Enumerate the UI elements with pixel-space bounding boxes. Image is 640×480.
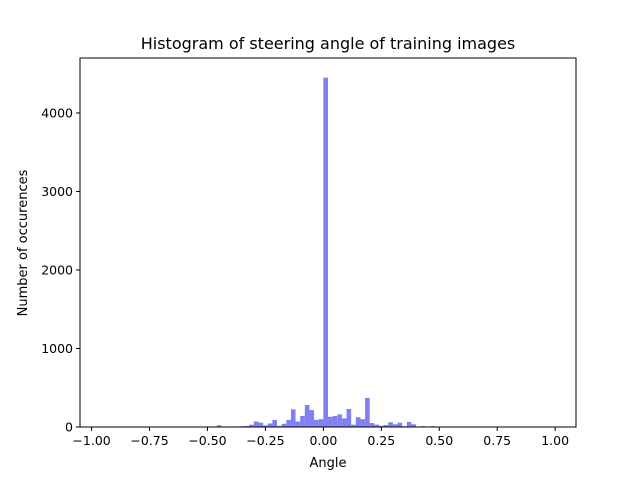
histogram-bar-15 (281, 423, 287, 427)
histogram-bar-40 (397, 422, 403, 427)
histogram-bar-30 (351, 424, 356, 427)
chart-title: Histogram of steering angle of training … (141, 34, 516, 53)
y-tick-label: 0 (65, 420, 73, 435)
x-tick-label: 0.25 (367, 433, 395, 448)
y-tick-label: 1000 (41, 341, 73, 356)
histogram-bar-37 (383, 425, 389, 427)
histogram-bar-26 (332, 416, 338, 427)
x-tick-label: −1.00 (72, 433, 110, 448)
bars-group (202, 77, 440, 427)
x-tick-label: 1.00 (541, 433, 569, 448)
histogram-bar-33 (365, 397, 370, 427)
histogram-bar-7 (244, 425, 250, 427)
y-tick-label: 2000 (41, 262, 73, 277)
histogram-bar-29 (346, 408, 352, 427)
histogram-bar-32 (360, 419, 366, 427)
histogram-bar-13 (272, 419, 278, 427)
x-tick-label: −0.50 (188, 433, 226, 448)
histogram-bar-39 (392, 424, 398, 427)
histogram-bar-16 (286, 419, 291, 427)
histogram-bar-28 (341, 418, 347, 427)
y-tick-label: 4000 (41, 105, 73, 120)
x-tick-label: −0.75 (130, 433, 168, 448)
histogram-bar-22 (314, 419, 319, 427)
y-axis-ticks: 0 1000 2000 3000 4000 (41, 105, 80, 435)
x-tick-label: −0.25 (246, 433, 284, 448)
histogram-bar-38 (388, 422, 393, 427)
histogram-bar-20 (304, 405, 310, 427)
histogram-bar-11 (263, 425, 268, 427)
histogram-bar-12 (267, 423, 273, 427)
histogram-bar-31 (355, 417, 361, 427)
histogram-bar-2 (216, 425, 222, 427)
histogram-bar-35 (374, 424, 379, 427)
x-tick-label: 0.75 (483, 433, 511, 448)
plot-frame (79, 57, 577, 428)
histogram-bar-25 (328, 416, 333, 427)
histogram-bar-8 (249, 424, 254, 427)
y-tick-label: 3000 (41, 184, 73, 199)
histogram-bar-18 (295, 421, 301, 427)
histogram-bar-21 (309, 410, 315, 427)
histogram-bar-10 (258, 422, 264, 427)
y-axis-label: Number of occurences (16, 169, 31, 316)
histogram-bar-42 (406, 421, 412, 427)
histogram-bar-17 (290, 409, 296, 427)
histogram-bar-24 (323, 77, 328, 427)
histogram-bar-14 (277, 425, 282, 427)
histogram-bar-43 (411, 424, 417, 427)
histogram-bar-34 (369, 423, 375, 427)
histogram-bar-23 (318, 419, 324, 427)
histogram-bar-9 (253, 421, 259, 427)
x-tick-label: 0.50 (425, 433, 453, 448)
x-axis-label: Angle (310, 456, 347, 471)
x-axis-ticks: −1.00 −0.75 −0.50 −0.25 0.00 0.25 0.50 0.75 1.00 (72, 427, 569, 448)
histogram-bar-36 (378, 425, 384, 427)
histogram-bar-19 (300, 416, 305, 427)
histogram-bar-27 (337, 414, 342, 427)
x-tick-label: 0.00 (309, 433, 337, 448)
